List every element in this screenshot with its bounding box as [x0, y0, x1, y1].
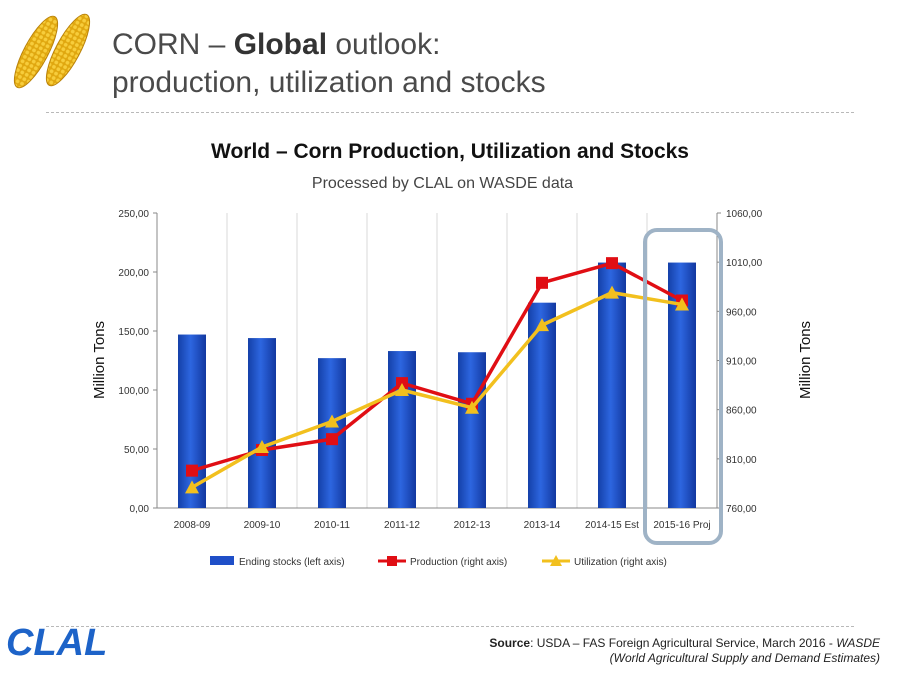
legend-label-utilization: Utilization (right axis) — [574, 557, 667, 568]
right-tick-label: 860,00 — [726, 406, 757, 417]
legend-label-ending-stocks: Ending stocks (left axis) — [239, 557, 345, 568]
right-tick-label: 910,00 — [726, 357, 757, 368]
top-divider — [46, 112, 854, 113]
category-label: 2013-14 — [524, 520, 561, 531]
source-label: Source — [489, 636, 531, 650]
clal-logo: CLAL — [6, 622, 107, 664]
marker-utilization — [325, 414, 339, 428]
category-label: 2012-13 — [454, 520, 491, 531]
left-tick-label: 0,00 — [130, 504, 150, 515]
marker-production — [186, 464, 198, 477]
right-axis-label: Million Tons — [797, 321, 814, 399]
category-label: 2011-12 — [384, 520, 420, 531]
bar-ending-stocks — [388, 351, 416, 508]
marker-production — [536, 276, 548, 289]
marker-utilization — [535, 318, 549, 332]
left-axis-label: Million Tons — [91, 321, 108, 399]
chart-title: World – Corn Production, Utilization and… — [211, 140, 689, 163]
left-tick-label: 50,00 — [124, 445, 149, 456]
bar-ending-stocks — [178, 334, 206, 508]
right-tick-label: 1060,00 — [726, 209, 763, 220]
chart: 0,00 50,00 100,00 150,00 200,00 250,00 760,00 8… — [91, 209, 814, 568]
marker-utilization — [675, 297, 689, 311]
marker-utilization — [605, 285, 619, 299]
category-label: 2008-09 — [174, 520, 211, 531]
bottom-divider — [46, 626, 854, 627]
legend-marker-production — [387, 556, 397, 566]
category-label: 2010-11 — [314, 520, 350, 531]
right-tick-label: 810,00 — [726, 455, 757, 466]
title-prefix: CORN – — [112, 28, 234, 61]
corn-cob-icon — [13, 13, 91, 89]
left-tick-label: 100,00 — [118, 386, 149, 397]
category-label: 2014-15 Est — [585, 520, 639, 531]
right-tick-label: 1010,00 — [726, 258, 763, 269]
left-tick-label: 200,00 — [118, 268, 149, 279]
category-label: 2015-16 Proj — [653, 520, 710, 531]
marker-utilization — [395, 383, 409, 396]
source-note: Source: USDA – FAS Foreign Agricultural … — [489, 636, 880, 666]
marker-utilization — [465, 400, 479, 414]
bar-ending-stocks — [248, 338, 276, 508]
left-tick-label: 250,00 — [118, 209, 149, 220]
chart-subtitle: Processed by CLAL on WASDE data — [311, 175, 574, 192]
slide-title: CORN – Global outlook: production, utili… — [112, 26, 852, 102]
left-tick-label: 150,00 — [118, 327, 149, 338]
legend-label-production: Production (right axis) — [410, 557, 507, 568]
marker-utilization — [255, 440, 269, 454]
bar-ending-stocks — [598, 262, 626, 508]
source-italic: WASDE — [836, 636, 880, 650]
legend-marker-utilization — [550, 555, 562, 566]
title-line2: production, utilization and stocks — [112, 66, 546, 99]
bar-ending-stocks — [458, 352, 486, 508]
highlight-box — [643, 228, 723, 545]
title-suffix: outlook: — [327, 28, 441, 61]
legend-swatch-ending-stocks — [210, 556, 234, 565]
clal-logo-text: CLAL — [6, 622, 107, 664]
title-bold: Global — [233, 28, 328, 61]
marker-production — [606, 257, 618, 270]
source-text: : USDA – FAS Foreign Agricultural Servic… — [530, 636, 837, 650]
line-production — [191, 261, 683, 473]
line-utilization — [191, 290, 683, 489]
source-line2: (World Agricultural Supply and Demand Es… — [609, 651, 880, 665]
marker-production — [326, 433, 338, 446]
category-label: 2009-10 — [244, 520, 281, 531]
right-tick-label: 760,00 — [726, 504, 757, 515]
marker-utilization — [185, 480, 199, 494]
bar-ending-stocks — [528, 302, 556, 508]
right-tick-label: 960,00 — [726, 307, 757, 318]
